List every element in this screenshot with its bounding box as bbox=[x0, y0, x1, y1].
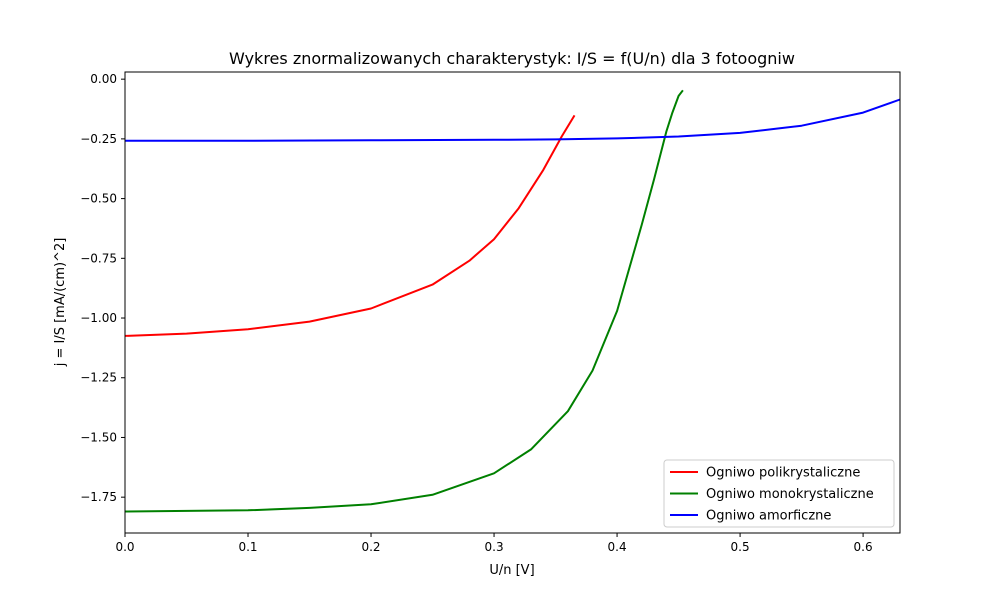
series-line-3 bbox=[125, 98, 900, 142]
x-tick-label: 0.5 bbox=[731, 540, 750, 554]
x-tick-label: 0.0 bbox=[115, 540, 134, 554]
legend: Ogniwo polikrystaliczne Ogniwo monokrysta… bbox=[663, 459, 895, 528]
y-tick-label: −1.75 bbox=[80, 490, 117, 504]
chart-title: Wykres znormalizowanych charakterystyk: … bbox=[229, 49, 795, 68]
y-tick-label: −1.25 bbox=[80, 371, 117, 385]
legend-label-3: Ogniwo amorficzne bbox=[706, 509, 831, 524]
x-tick-label: 0.3 bbox=[485, 540, 504, 554]
legend-label-1: Ogniwo polikrystaliczne bbox=[706, 466, 860, 481]
series-line-1 bbox=[125, 114, 576, 337]
x-tick-label: 0.2 bbox=[361, 540, 380, 554]
y-tick-label: −0.75 bbox=[80, 251, 117, 265]
series-line-2 bbox=[125, 89, 684, 513]
axes-layer: 0.0 0.1 0.2 0.3 0.4 0.5 0.6 0.00 −0.25 −0.50 −0.75… bbox=[80, 71, 901, 554]
y-tick-label: −1.00 bbox=[80, 311, 117, 325]
x-tick-label: 0.6 bbox=[854, 540, 873, 554]
lines-layer bbox=[125, 89, 900, 513]
x-tick-label: 0.1 bbox=[238, 540, 257, 554]
x-axis-label: U/n [V] bbox=[489, 563, 534, 578]
legend-box bbox=[663, 459, 895, 528]
legend-label-2: Ogniwo monokrystaliczne bbox=[706, 487, 874, 502]
x-tick-label: 0.4 bbox=[608, 540, 627, 554]
plot-frame bbox=[124, 71, 901, 534]
y-tick-label: −0.25 bbox=[80, 132, 117, 146]
y-tick-label: −1.50 bbox=[80, 430, 117, 444]
y-tick-label: −0.50 bbox=[80, 192, 117, 206]
y-tick-label: 0.00 bbox=[90, 72, 117, 86]
y-axis-label: j = I/S [mA/(cm)^2] bbox=[53, 238, 68, 368]
